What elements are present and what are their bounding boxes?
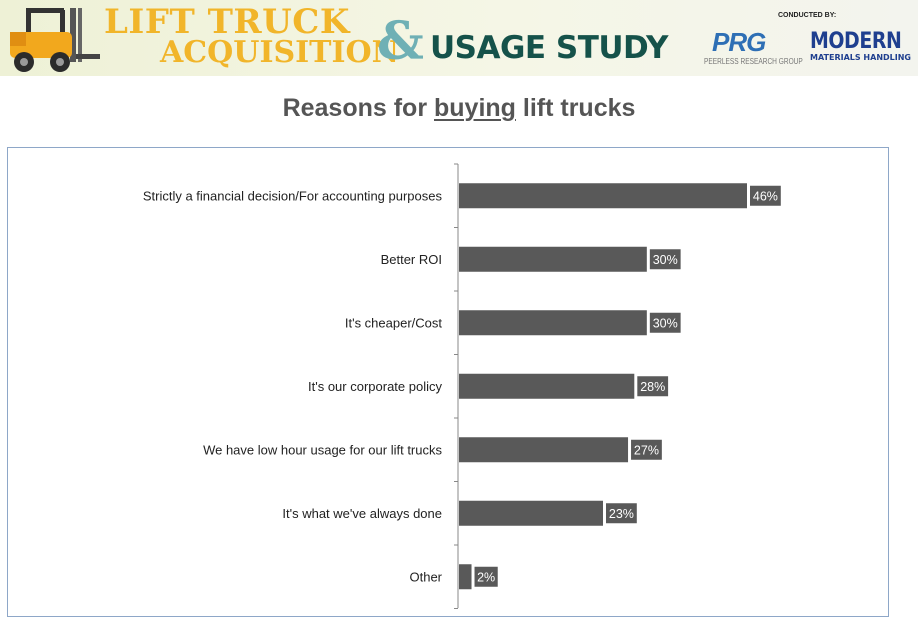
category-label: It's what we've always done [282,506,442,521]
data-label-box [649,312,681,333]
bar-chart: Strictly a financial decision/For accoun… [143,163,781,609]
data-label-box [637,376,669,397]
bar [459,564,472,590]
category-label: Strictly a financial decision/For accoun… [143,188,443,203]
study-title-line2: ACQUISITION [160,35,400,70]
prg-logo: PRG [712,27,766,57]
category-label: It's our corporate policy [308,379,442,394]
study-title-usage: USAGE STUDY [430,30,668,66]
category-label: Better ROI [381,252,442,267]
data-label: 30% [653,316,678,330]
data-label: 46% [753,189,778,203]
data-label-box [649,249,681,270]
category-label: It's cheaper/Cost [345,315,443,330]
study-title-line1: LIFT TRUCK [104,2,350,42]
data-label-box [606,503,637,524]
prg-logo-subtitle: PEERLESS RESEARCH GROUP [704,57,803,66]
data-label: 28% [640,380,665,394]
bar [459,373,635,399]
conducted-by-label: CONDUCTED BY: [778,12,837,19]
data-label-box [474,566,498,587]
chart-title-prefix: Reasons for [282,94,434,122]
category-label: We have low hour usage for our lift truc… [203,442,442,457]
category-label: Other [409,569,442,584]
chart-title: Reasons for buying lift trucks [0,92,918,124]
study-title-ampersand: & [377,11,424,72]
bar [459,437,629,463]
data-label-box [631,439,662,460]
bar [459,500,603,526]
mmh-logo: MODERN [810,29,902,54]
data-label: 30% [653,253,678,267]
bar [459,183,747,209]
mmh-logo-subtitle: MATERIALS HANDLING [810,53,911,62]
data-label: 2% [477,570,495,584]
header-banner: LIFT TRUCK ACQUISITION & USAGE STUDY CON… [0,0,918,76]
data-label: 27% [634,443,659,457]
bar [459,246,647,272]
data-label-box [750,185,781,206]
chart-frame: Strictly a financial decision/For accoun… [7,147,889,617]
chart-title-underlined: buying [434,94,516,122]
bar [459,310,647,336]
forklift-icon [10,8,100,72]
data-label: 23% [609,507,634,521]
chart-title-suffix: lift trucks [515,94,636,122]
